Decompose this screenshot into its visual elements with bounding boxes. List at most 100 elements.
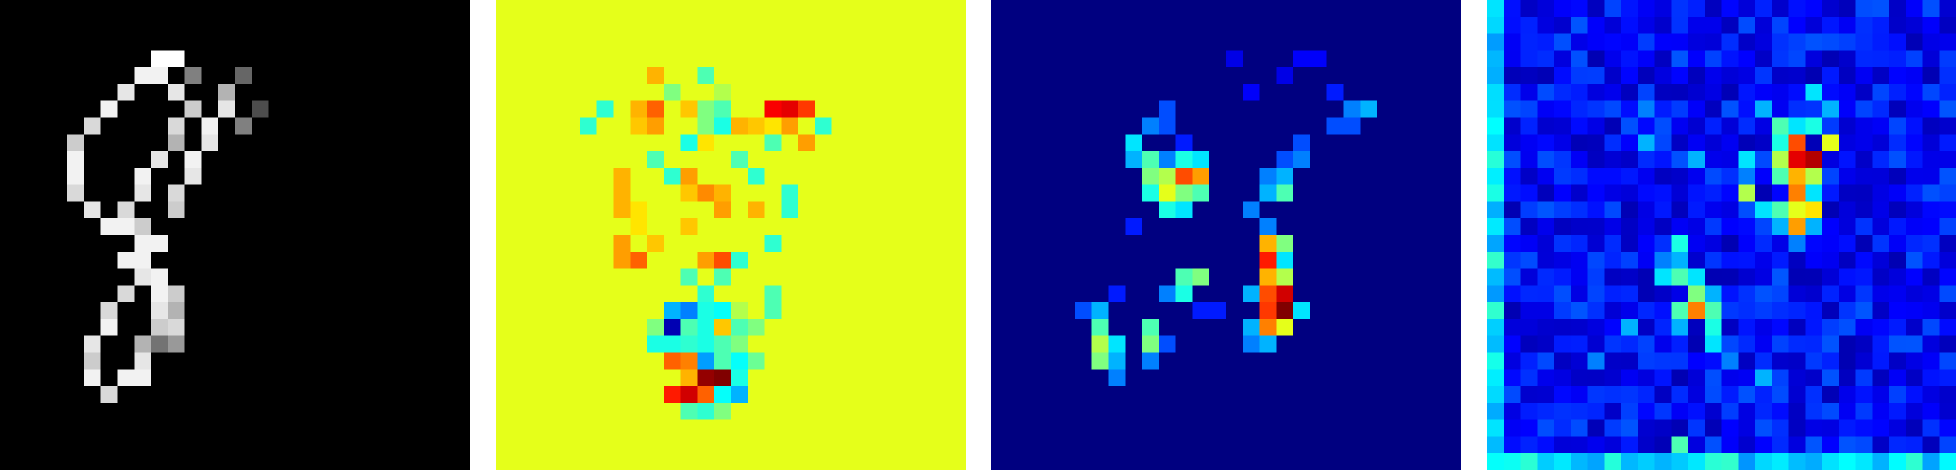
positive-relevance-pixel: [1259, 0, 1277, 18]
diverging-heatmap-image: [496, 0, 966, 470]
noisy-relevance-pixel: [1805, 402, 1823, 420]
input-digit-pixel: [100, 16, 118, 34]
diverging-heatmap-pixel: [764, 302, 782, 320]
input-digit-pixel: [184, 419, 202, 437]
positive-relevance-pixel: [1158, 318, 1176, 337]
diverging-heatmap-pixel: [630, 151, 648, 169]
noisy-relevance-pixel: [1755, 134, 1773, 152]
diverging-heatmap-pixel: [814, 0, 833, 18]
positive-relevance-pixel: [1343, 151, 1361, 169]
input-digit-pixel: [83, 167, 102, 185]
input-digit-pixel: [83, 33, 102, 51]
noisy-relevance-pixel: [1788, 201, 1806, 219]
noisy-relevance-pixel: [1922, 235, 1940, 253]
positive-relevance-pixel: [1259, 50, 1277, 68]
input-digit-pixel: [67, 335, 85, 353]
input-digit-pixel: [268, 285, 286, 303]
input-digit-pixel: [67, 386, 85, 404]
input-digit-pixel: [268, 251, 286, 269]
positive-relevance-pixel: [1276, 302, 1294, 320]
noisy-relevance-pixel: [1889, 285, 1907, 303]
noisy-relevance-pixel: [1805, 0, 1823, 18]
positive-relevance-pixel: [1091, 16, 1109, 34]
diverging-heatmap-pixel: [865, 33, 883, 51]
noisy-relevance-pixel: [1788, 453, 1806, 470]
input-digit-pixel: [235, 151, 253, 169]
positive-relevance-pixel: [1326, 268, 1344, 286]
positive-relevance-pixel: [1108, 402, 1126, 420]
positive-relevance-pixel: [1309, 369, 1328, 387]
input-digit-pixel: [402, 83, 420, 102]
diverging-heatmap-pixel: [865, 235, 883, 253]
input-digit-pixel: [151, 318, 169, 337]
diverging-heatmap-pixel: [630, 251, 648, 269]
positive-relevance-pixel: [1326, 100, 1344, 118]
input-digit-pixel: [50, 117, 68, 135]
diverging-heatmap-pixel: [865, 268, 883, 286]
noisy-relevance-pixel: [1922, 184, 1940, 202]
input-digit-pixel: [352, 50, 370, 68]
diverging-heatmap-pixel: [630, 453, 648, 470]
noisy-relevance-pixel: [1939, 83, 1956, 102]
positive-relevance-pixel: [1343, 83, 1361, 102]
positive-relevance-pixel: [1041, 402, 1059, 420]
input-digit-pixel: [83, 419, 102, 437]
diverging-heatmap-pixel: [915, 352, 933, 370]
positive-relevance-pixel: [1410, 151, 1428, 169]
positive-relevance-pixel: [1360, 352, 1378, 370]
diverging-heatmap-pixel: [747, 302, 765, 320]
noisy-relevance-pixel: [1889, 134, 1907, 152]
input-digit-pixel: [453, 318, 470, 337]
diverging-heatmap-pixel: [596, 151, 614, 169]
noisy-relevance-pixel: [1503, 335, 1521, 353]
diverging-heatmap-pixel: [764, 369, 782, 387]
input-digit-pixel: [352, 453, 370, 470]
input-digit-pixel: [134, 369, 152, 387]
input-digit-pixel: [352, 134, 370, 152]
input-digit-pixel: [268, 436, 286, 454]
input-digit-pixel: [134, 436, 152, 454]
noisy-relevance-pixel: [1487, 318, 1505, 337]
diverging-heatmap-pixel: [613, 167, 631, 185]
diverging-heatmap-pixel: [647, 0, 665, 18]
positive-relevance-pixel: [1343, 16, 1361, 34]
input-digit-pixel: [402, 369, 420, 387]
noisy-relevance-pixel: [1570, 184, 1588, 202]
diverging-heatmap-pixel: [781, 100, 799, 118]
noisy-relevance-pixel: [1755, 167, 1773, 185]
noisy-relevance-pixel: [1704, 335, 1722, 353]
diverging-heatmap-pixel: [546, 100, 564, 118]
input-digit-pixel: [386, 251, 404, 269]
input-digit-pixel: [50, 285, 68, 303]
positive-relevance-pixel: [1192, 83, 1210, 102]
diverging-heatmap-pixel: [529, 0, 547, 18]
positive-relevance-pixel: [1058, 251, 1076, 269]
input-digit-pixel: [453, 218, 470, 236]
diverging-heatmap-pixel: [915, 50, 933, 68]
diverging-heatmap-pixel: [915, 268, 933, 286]
noisy-relevance-pixel: [1587, 235, 1605, 253]
positive-relevance-pixel: [1293, 419, 1311, 437]
diverging-heatmap-pixel: [613, 352, 631, 370]
diverging-heatmap-pixel: [697, 83, 715, 102]
input-digit-pixel: [302, 436, 320, 454]
diverging-heatmap-pixel: [848, 318, 866, 337]
diverging-heatmap-pixel: [949, 352, 966, 370]
noisy-relevance-pixel: [1537, 318, 1555, 337]
diverging-heatmap-pixel: [949, 302, 966, 320]
input-digit-pixel: [50, 0, 68, 18]
input-digit-pixel: [386, 285, 404, 303]
input-digit-pixel: [201, 167, 219, 185]
input-digit-pixel: [67, 218, 85, 236]
input-digit-pixel: [33, 0, 51, 18]
diverging-heatmap-pixel: [915, 167, 933, 185]
diverging-heatmap-pixel: [848, 67, 866, 85]
diverging-heatmap-pixel: [496, 419, 514, 437]
input-digit-pixel: [83, 268, 102, 286]
positive-relevance-pixel: [1242, 318, 1260, 337]
positive-relevance-pixel: [1192, 318, 1210, 337]
diverging-heatmap-pixel: [512, 50, 530, 68]
input-digit-pixel: [134, 134, 152, 152]
input-digit-pixel: [453, 268, 470, 286]
noisy-relevance-pixel: [1855, 201, 1873, 219]
